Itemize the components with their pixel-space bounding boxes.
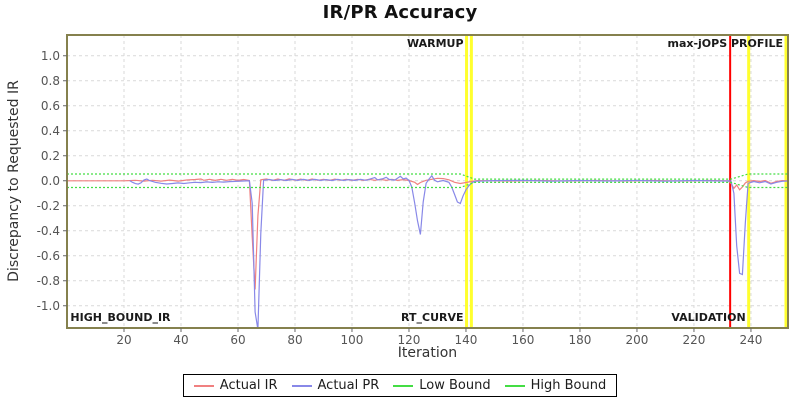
x-tick-label: 160 [512,333,535,347]
x-tick-label: 240 [739,333,762,347]
y-tick-label: 0.2 [41,149,60,163]
x-axis-title: Iteration [397,345,458,361]
phase-label-high-bound-ir: HIGH_BOUND_IR [70,311,171,324]
y-tick-label: -0.6 [37,249,60,263]
phase-label-profile: PROFILE [731,37,783,50]
y-tick-label: -0.4 [37,224,60,238]
phase-label-validation: VALIDATION [671,311,745,324]
legend-item-high-bound: High Bound [504,378,607,393]
y-tick-label: 0.0 [41,174,60,188]
x-tick-label: 180 [569,333,592,347]
legend: Actual IR Actual PR Low Bound High Bound [0,374,800,397]
x-tick-label: 140 [455,333,478,347]
phase-label-warmup: WARMUP [407,37,464,50]
legend-swatch [504,384,525,387]
phase-label-rt-curve: RT_CURVE [401,311,463,324]
x-tick-label: 120 [398,333,421,347]
x-tick-label: 60 [230,333,245,347]
legend-item-actual-ir: Actual IR [193,378,278,393]
chart-title: IR/PR Accuracy [322,2,478,23]
series-high-bound [67,173,788,180]
phase-label-max-jops: max-jOPS [667,37,727,50]
legend-label: Low Bound [419,378,491,393]
y-tick-label: -0.8 [37,274,60,288]
y-tick-label: -1.0 [37,299,60,313]
legend-box: Actual IR Actual PR Low Bound High Bound [182,374,618,397]
x-tick-label: 220 [683,333,706,347]
y-tick-label: 1.0 [41,49,60,63]
y-tick-label: 0.4 [41,124,60,138]
legend-label: Actual IR [219,378,278,393]
y-tick-label: 0.8 [41,74,60,88]
y-tick-label: -0.2 [37,199,60,213]
x-tick-label: 80 [287,333,302,347]
legend-label: High Bound [530,378,607,393]
x-tick-label: 20 [116,333,131,347]
series-actual-ir [67,177,788,290]
legend-swatch [193,384,214,387]
x-tick-label: 200 [626,333,649,347]
x-tick-label: 40 [173,333,188,347]
series-low-bound [67,181,788,189]
x-tick-label: 100 [341,333,364,347]
series-actual-pr [129,174,788,328]
y-tick-label: 0.6 [41,99,60,113]
legend-item-actual-pr: Actual PR [291,378,380,393]
plot-border [66,34,789,329]
legend-item-low-bound: Low Bound [393,378,491,393]
legend-label: Actual PR [317,378,380,393]
legend-swatch [291,384,312,387]
legend-swatch [393,384,414,387]
